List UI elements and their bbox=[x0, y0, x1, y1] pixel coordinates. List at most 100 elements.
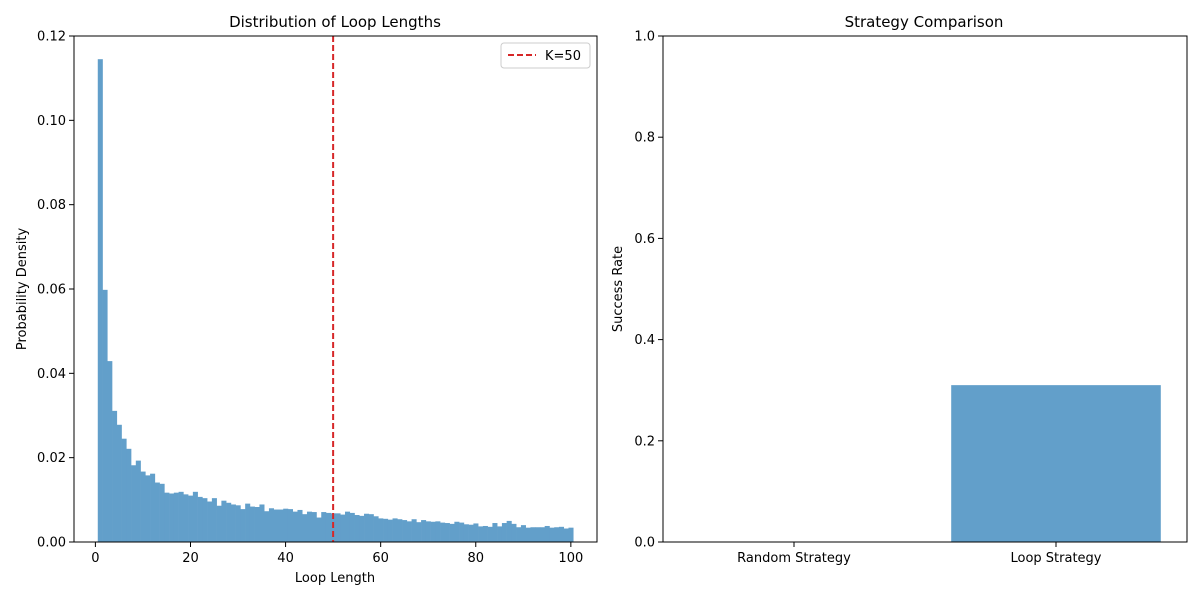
chart-title: Strategy Comparison bbox=[845, 13, 1004, 31]
histogram-bar bbox=[154, 482, 160, 542]
histogram-bar bbox=[492, 523, 498, 542]
histogram-bar bbox=[254, 507, 260, 542]
histogram-bar bbox=[273, 509, 279, 542]
histogram-bar bbox=[520, 525, 526, 542]
histogram-bar bbox=[235, 505, 241, 542]
y-tick-label: 0.08 bbox=[37, 198, 66, 213]
histogram-bars bbox=[97, 59, 574, 543]
y-axis-ticks: 0.0 0.2 0.4 0.6 0.8 1.0 bbox=[634, 30, 663, 551]
histogram-bar bbox=[368, 514, 374, 542]
x-tick-label: 40 bbox=[277, 551, 294, 566]
y-axis-label: Success Rate bbox=[611, 246, 626, 332]
plot-frame bbox=[73, 35, 598, 543]
histogram-bar bbox=[473, 523, 479, 542]
strategy-bars bbox=[951, 385, 1161, 542]
x-axis-ticks: 0 20 40 60 80 100 bbox=[91, 542, 583, 566]
histogram-bar bbox=[278, 509, 284, 542]
histogram-bar bbox=[173, 492, 179, 542]
histogram-bar bbox=[102, 289, 108, 542]
histogram-bar bbox=[411, 519, 417, 542]
plot-frame bbox=[662, 35, 1188, 543]
histogram-bar bbox=[316, 517, 322, 542]
histogram-bar bbox=[449, 523, 455, 542]
histogram-bar bbox=[392, 518, 398, 542]
histogram-bar bbox=[268, 508, 274, 542]
histogram-bar bbox=[207, 501, 213, 542]
histogram-bar bbox=[150, 473, 156, 542]
y-tick-label: 0.00 bbox=[37, 536, 66, 551]
y-tick-label: 0.8 bbox=[634, 131, 655, 146]
histogram-bar bbox=[501, 523, 507, 542]
histogram-bar bbox=[159, 483, 165, 542]
histogram-bar bbox=[169, 493, 175, 542]
histogram-bar bbox=[221, 500, 227, 542]
histogram-bar bbox=[325, 512, 332, 542]
histogram-bar bbox=[554, 527, 560, 542]
histogram-bar bbox=[468, 524, 474, 542]
loop-length-histogram-chart: Distribution of Loop Lengths 0 20 40 60 80 10… bbox=[15, 13, 598, 586]
histogram-bar bbox=[359, 515, 365, 542]
histogram-bar bbox=[558, 526, 565, 542]
histogram-bar bbox=[373, 516, 379, 542]
histogram-bar bbox=[435, 521, 441, 542]
histogram-bar bbox=[416, 522, 422, 542]
histogram-bar bbox=[335, 513, 341, 542]
histogram-bar bbox=[440, 522, 446, 542]
histogram-bar bbox=[497, 526, 503, 542]
x-tick-label: 80 bbox=[467, 551, 484, 566]
legend: K=50 bbox=[500, 42, 591, 69]
histogram-bar bbox=[511, 523, 517, 542]
histogram-bar bbox=[378, 518, 384, 542]
histogram-bar bbox=[383, 518, 389, 542]
histogram-bar bbox=[202, 498, 208, 542]
histogram-bar bbox=[544, 525, 550, 542]
histogram-bar bbox=[259, 504, 265, 542]
histogram-bar bbox=[311, 512, 317, 542]
histogram-bar bbox=[140, 471, 146, 542]
histogram-bar bbox=[487, 526, 493, 542]
histogram-bar bbox=[302, 514, 308, 542]
x-tick-label: 0 bbox=[91, 551, 99, 566]
strategy-comparison-chart: Strategy Comparison Random Strategy Loop … bbox=[611, 13, 1188, 566]
histogram-bar bbox=[226, 502, 232, 542]
histogram-bar bbox=[406, 521, 412, 542]
x-tick-label: Random Strategy bbox=[737, 551, 851, 566]
histogram-bar bbox=[188, 495, 194, 542]
histogram-bar bbox=[516, 527, 522, 542]
histogram-bar bbox=[425, 521, 431, 542]
x-tick-label: 20 bbox=[182, 551, 199, 566]
histogram-bar bbox=[183, 494, 189, 542]
histogram-bar bbox=[321, 512, 327, 542]
histogram-bar bbox=[145, 475, 151, 542]
y-tick-label: 0.6 bbox=[634, 232, 655, 247]
histogram-bar bbox=[197, 496, 203, 542]
y-tick-label: 0.2 bbox=[634, 434, 655, 449]
histogram-bar bbox=[421, 520, 427, 542]
histogram-bar bbox=[430, 521, 436, 542]
y-tick-label: 0.02 bbox=[37, 451, 66, 466]
y-axis-label: Probability Density bbox=[15, 228, 30, 351]
histogram-bar bbox=[292, 511, 298, 542]
x-axis-label: Loop Length bbox=[295, 571, 375, 586]
x-tick-label: 60 bbox=[372, 551, 389, 566]
histogram-bar bbox=[345, 511, 351, 542]
histogram-bar bbox=[164, 492, 170, 542]
histogram-bar bbox=[287, 509, 294, 542]
histogram-bar bbox=[397, 519, 403, 542]
histogram-bar bbox=[211, 498, 217, 542]
histogram-bar bbox=[306, 511, 313, 542]
y-axis-ticks: 0.00 0.02 0.04 0.06 0.08 0.10 0.12 bbox=[37, 30, 74, 551]
histogram-bar bbox=[444, 523, 450, 542]
histogram-bar bbox=[178, 491, 184, 542]
histogram-bar bbox=[535, 527, 541, 542]
histogram-bar bbox=[135, 460, 141, 542]
histogram-bar bbox=[107, 361, 113, 542]
histogram-bar bbox=[349, 512, 355, 542]
histogram-bar bbox=[525, 527, 531, 542]
histogram-bar bbox=[297, 509, 303, 542]
histogram-bar bbox=[387, 519, 393, 542]
histogram-bar bbox=[249, 506, 255, 542]
strategy-bar bbox=[951, 385, 1161, 542]
histogram-bar bbox=[549, 527, 555, 542]
